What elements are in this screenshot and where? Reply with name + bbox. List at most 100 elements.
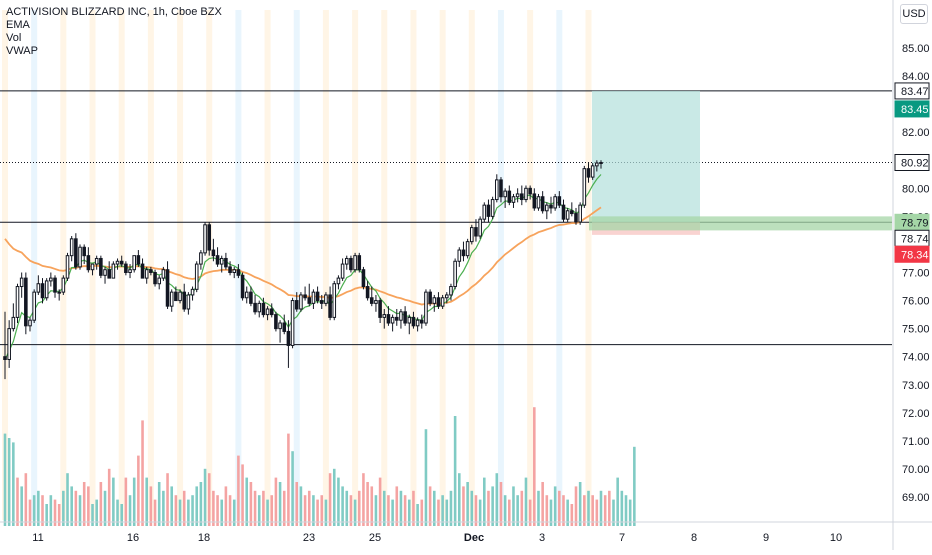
candle [299,292,303,312]
candle-body [319,300,324,304]
candle-body [211,249,216,257]
candle [74,233,78,270]
candle [411,311,416,329]
price-tick-label: 85.00 [902,43,930,55]
price-axis-label: 83.47 [894,82,930,100]
candle [353,252,357,273]
volume-bar [12,442,15,526]
price-tick-label: 70.00 [902,464,930,476]
currency-button[interactable]: USD [900,4,928,24]
candle [540,191,545,214]
candle [153,269,157,287]
candle-body [495,179,499,201]
time-tick-label: 10 [830,532,842,544]
volume-bar [524,477,528,526]
candle [344,255,349,270]
candle [115,258,120,270]
candle [78,244,82,270]
volume-bar [37,490,40,526]
candle-body [590,165,595,178]
candle-body [28,319,32,327]
candle-body [545,204,549,212]
price-axis-label: 83.45 [894,100,930,118]
volume-bar [232,499,236,526]
candle [269,303,274,318]
session-shade [2,10,8,520]
volume-bar [349,495,353,526]
candle [182,283,187,312]
candle-body [74,238,78,268]
price-axis-label-bg [894,100,930,118]
candle [545,202,549,220]
candle [165,261,170,309]
candle-body [132,255,136,271]
candle-body [565,210,570,220]
candle [211,238,216,262]
volume-bar [416,504,419,526]
volume-bar [378,477,382,526]
volume-bar [278,482,282,526]
volume-bar [74,490,78,526]
candle [215,247,220,267]
candle-body [65,255,70,279]
candle [103,266,107,284]
chart-title: ACTIVISION BLIZZARD INC, 1h, Cboe BZX [6,6,222,18]
volume-bar [16,477,19,526]
time-tick-label: 3 [539,532,545,544]
candle-body [128,269,132,274]
volume-bar [574,486,578,526]
candle [574,207,578,225]
candle [199,250,203,270]
candle [15,283,20,324]
legend-volume[interactable]: Vol [6,32,22,44]
volume-bar [166,473,169,526]
candle [178,289,182,304]
volume-bar [478,499,482,526]
candle-body [140,263,145,279]
volume-bar [591,495,594,526]
candle-body [503,190,507,198]
volume-bar [291,451,294,526]
candle-body [119,260,124,265]
candle [386,306,391,326]
volume-bar [162,490,165,526]
volume-bar [612,499,615,526]
candle [224,252,228,270]
candle [61,275,66,295]
candle-body [232,269,237,274]
candle-body [328,294,332,318]
candle [144,266,149,284]
candle [315,286,320,304]
candle [186,292,191,315]
session-shade [264,10,271,520]
candle [407,314,412,335]
candle-body [219,257,224,265]
volume-bar [262,490,265,526]
volume-bar [512,486,515,526]
candle-body [178,291,182,302]
candle [94,255,99,270]
candle-body [3,356,7,360]
session-shade [31,10,38,520]
candle [570,202,574,217]
legend-vwap[interactable]: VWAP [6,45,38,57]
candle-body [61,277,66,293]
volume-bar [458,473,461,526]
volume-bar [603,495,607,526]
volume-bar [366,482,369,526]
volume-bar [341,486,344,526]
volume-bar [228,495,232,526]
candle [599,160,603,169]
volume-bar [633,446,636,526]
volume-bar [24,473,28,526]
ema-line [4,174,602,360]
candle-body [157,277,162,285]
candle [365,280,370,301]
volume-bar [41,495,44,526]
candle-body [332,283,337,318]
volume-bar [241,464,244,526]
candle-body [286,330,291,346]
legend-ema[interactable]: EMA [6,19,30,31]
